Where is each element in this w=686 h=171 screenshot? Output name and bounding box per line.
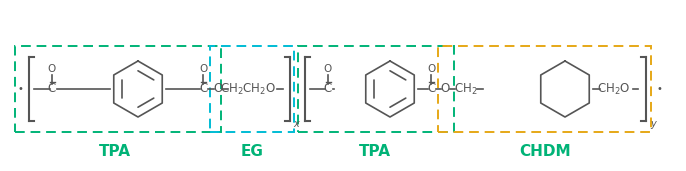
Bar [15, 46, 221, 132]
Text: •: • [17, 84, 23, 94]
Text: O: O [199, 64, 207, 74]
Text: O: O [324, 64, 332, 74]
Text: $\mathdefault{CH_2O}$: $\mathdefault{CH_2O}$ [598, 81, 630, 97]
Text: CHDM: CHDM [519, 143, 571, 159]
Text: TPA: TPA [99, 143, 131, 159]
Text: O: O [48, 64, 56, 74]
Text: C: C [199, 82, 207, 95]
Text: $\mathdefault{CH_2CH_2O}$: $\mathdefault{CH_2CH_2O}$ [220, 81, 276, 97]
Text: •: • [656, 84, 662, 94]
Bar [298, 46, 454, 132]
Text: C: C [48, 82, 56, 95]
Text: TPA: TPA [359, 143, 391, 159]
Bar [210, 46, 294, 132]
Text: O: O [427, 64, 435, 74]
Text: x: x [293, 119, 299, 129]
Text: C: C [324, 82, 332, 95]
Text: O: O [213, 82, 223, 95]
Text: O: O [440, 82, 449, 95]
Text: C: C [427, 82, 435, 95]
Text: EG: EG [241, 143, 263, 159]
Text: $\mathdefault{CH_2}$: $\mathdefault{CH_2}$ [454, 81, 478, 97]
Text: y: y [650, 119, 656, 129]
Bar [438, 46, 651, 132]
